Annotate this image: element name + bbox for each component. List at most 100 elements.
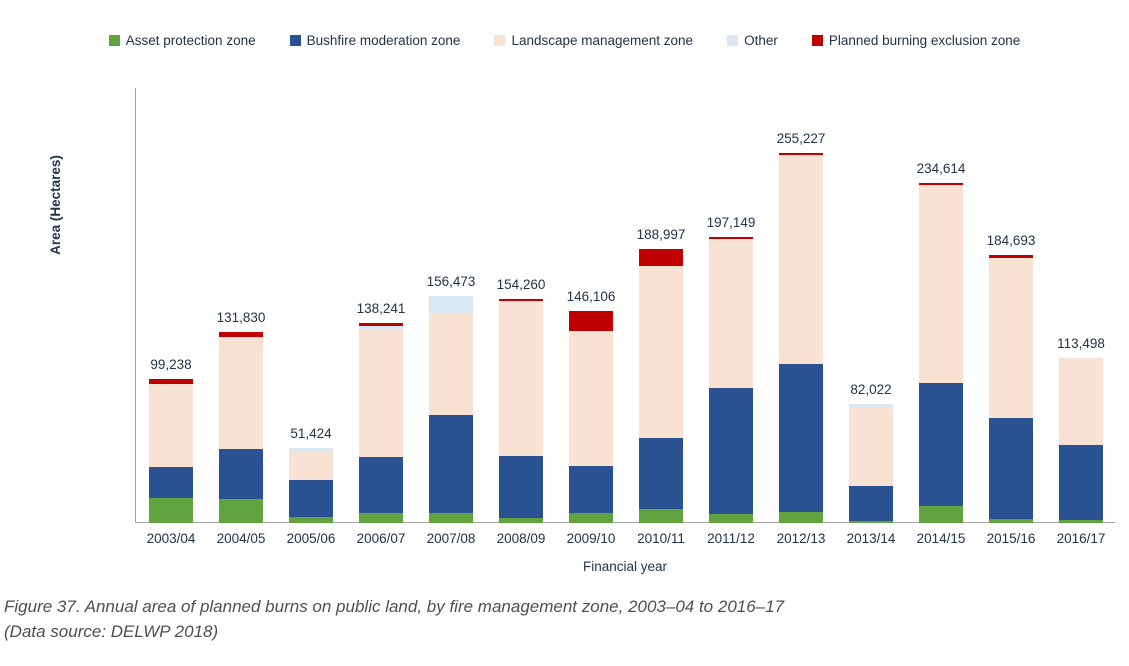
bar-segment-1	[569, 465, 613, 513]
bar-segment-2	[639, 266, 683, 439]
figure-caption-line2: (Data source: DELWP 2018)	[4, 621, 219, 641]
bar-segment-0	[919, 506, 963, 523]
bar-2012-13: 255,227 2012/13	[766, 88, 836, 546]
bar-segment-2	[149, 383, 193, 468]
x-tick-label: 2012/13	[776, 531, 826, 546]
bar-total-label: 234,614	[916, 160, 966, 176]
legend-label: Bushfire moderation zone	[306, 33, 461, 48]
bar-segment-2	[919, 185, 963, 384]
bar-segment-4	[359, 322, 403, 327]
bar-segment-1	[149, 467, 193, 499]
bar-2008-09: 154,260 2008/09	[486, 88, 556, 546]
x-tick-label: 2006/07	[356, 531, 406, 546]
bar-total-label: 188,997	[636, 226, 686, 242]
bar-2004-05: 131,830 2004/05	[206, 88, 276, 546]
bar-segment-3	[289, 448, 333, 452]
bar-2016-17: 113,498 2016/17	[1046, 88, 1116, 546]
x-tick-label: 2005/06	[286, 531, 336, 546]
bar-segment-4	[499, 299, 543, 302]
bar-segment-3	[359, 326, 403, 331]
bar-segment-2	[1059, 358, 1103, 445]
legend-swatch-icon	[494, 35, 506, 46]
legend-swatch-icon	[811, 35, 823, 46]
bar-segment-0	[639, 508, 683, 523]
bar-segment-2	[849, 407, 893, 486]
legend-item-3: Other	[727, 33, 778, 48]
bar-segment-4	[149, 379, 193, 384]
bar-segment-2	[499, 301, 543, 457]
bar-2015-16: 184,693 2015/16	[976, 88, 1046, 546]
bar-segment-1	[359, 456, 403, 513]
bar-segment-2	[359, 330, 403, 457]
bar-2009-10: 146,106 2009/10	[556, 88, 626, 546]
x-tick-label: 2014/15	[916, 531, 966, 546]
bar-segment-1	[709, 388, 753, 515]
x-tick-label: 2015/16	[986, 531, 1036, 546]
x-tick-label: 2003/04	[146, 531, 196, 546]
bar-total-label: 197,149	[706, 215, 756, 231]
bar-segment-0	[989, 518, 1033, 523]
bar-segment-1	[779, 364, 823, 512]
bar-segment-1	[849, 485, 893, 522]
bar-segment-0	[499, 518, 543, 523]
bar-segment-1	[919, 383, 963, 507]
bar-total-label: 255,227	[776, 130, 826, 146]
bar-2006-07: 138,241 2006/07	[346, 88, 416, 546]
x-tick-label: 2004/05	[216, 531, 266, 546]
bar-segment-4	[639, 248, 683, 267]
bar-segment-1	[429, 414, 473, 513]
y-axis-title: Area (Hectares)	[48, 155, 63, 255]
bar-2013-14: 82,022 2013/14	[836, 88, 906, 546]
x-tick-label: 2007/08	[426, 531, 476, 546]
legend-label: Other	[744, 33, 778, 48]
bar-segment-2	[709, 239, 753, 389]
plot-area: 99,238 2003/04 131,830 2004/05 51,424 2005/06…	[135, 88, 1116, 546]
bar-segment-2	[989, 257, 1033, 418]
x-tick-label: 2010/11	[637, 531, 685, 546]
legend-label: Planned burning exclusion zone	[828, 33, 1021, 48]
bar-segment-2	[779, 155, 823, 365]
legend-item-0: Asset protection zone	[108, 33, 256, 48]
bar-segment-4	[569, 311, 613, 332]
bar-segment-4	[709, 237, 753, 240]
legend-swatch-icon	[108, 35, 120, 46]
x-tick-label: 2016/17	[1056, 531, 1106, 546]
bar-total-label: 99,238	[150, 357, 192, 373]
legend-swatch-icon	[289, 35, 301, 46]
bar-segment-4	[779, 152, 823, 156]
bar-segment-0	[709, 514, 753, 523]
bar-segment-0	[429, 513, 473, 523]
bar-2005-06: 51,424 2005/06	[276, 88, 346, 546]
bar-total-label: 113,498	[1057, 336, 1105, 352]
bar-segment-2	[289, 451, 333, 481]
bar-segment-0	[779, 511, 823, 523]
bar-segment-0	[569, 513, 613, 523]
legend-label: Landscape management zone	[511, 33, 694, 48]
legend-item-2: Landscape management zone	[494, 33, 693, 48]
figure-caption-line1: Figure 37. Annual area of planned burns …	[4, 597, 785, 616]
bar-segment-0	[219, 498, 263, 523]
legend-label: Asset protection zone	[125, 33, 256, 48]
bar-total-label: 138,241	[356, 300, 406, 316]
legend-swatch-icon	[727, 35, 739, 46]
bar-2011-12: 197,149 2011/12	[696, 88, 766, 546]
x-tick-label: 2011/12	[707, 531, 755, 546]
bar-total-label: 146,106	[566, 289, 616, 305]
bar-segment-4	[919, 182, 963, 186]
bar-segment-1	[639, 438, 683, 509]
bar-segment-2	[569, 331, 613, 466]
bar-segment-0	[1059, 520, 1103, 523]
bar-segment-4	[989, 255, 1033, 258]
bar-segment-1	[289, 480, 333, 518]
bar-segment-0	[359, 512, 403, 523]
bar-2010-11: 188,997 2010/11	[626, 88, 696, 546]
bar-total-label: 51,424	[290, 426, 332, 442]
bar-segment-1	[1059, 445, 1103, 521]
bar-2014-15: 234,614 2014/15	[906, 88, 976, 546]
bar-2007-08: 156,473 2007/08	[416, 88, 486, 546]
x-tick-label: 2013/14	[846, 531, 896, 546]
bar-total-label: 82,022	[850, 382, 892, 398]
bar-segment-1	[989, 417, 1033, 519]
x-tick-label: 2008/09	[496, 531, 546, 546]
